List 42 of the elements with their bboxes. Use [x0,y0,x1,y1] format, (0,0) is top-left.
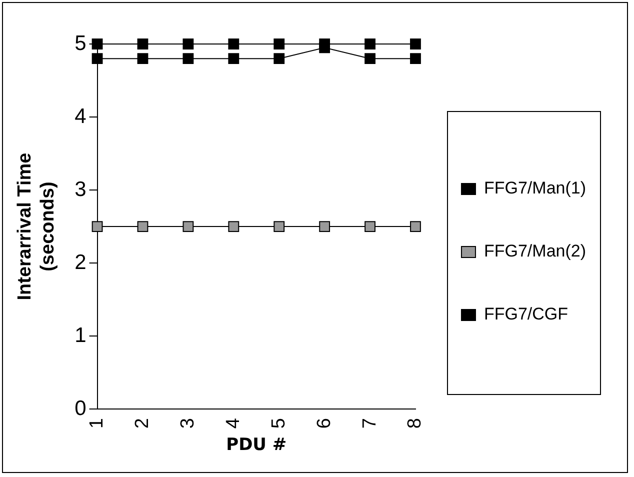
point [228,53,240,64]
x-tick-label: 1 [86,418,108,429]
legend-label: FFG7/Man(2) [484,242,586,261]
point [274,221,285,232]
x-tick-label: 5 [268,418,290,429]
point [410,221,421,232]
point [137,38,148,50]
x-tick-label: 8 [404,418,426,429]
point [228,38,240,50]
point [137,221,148,232]
point [274,53,285,64]
y-tick-label: 3 [74,178,86,201]
point [92,221,103,232]
y-tick-label: 1 [74,324,86,347]
x-axis-title: PDU # [226,435,287,456]
legend-label: FFG7/Man(1) [484,178,586,198]
point [137,53,148,64]
point [182,53,194,64]
y-tick-label: 0 [74,396,86,420]
y-tick-label: 5 [74,32,86,55]
x-tick-label: 7 [359,418,380,429]
x-tick-label: 2 [132,418,153,429]
point [182,38,194,50]
point [274,38,285,50]
point [319,38,330,50]
point [364,53,376,64]
x-tick-label: 6 [314,418,335,429]
point [410,38,421,50]
x-tick-label: 4 [222,418,244,429]
y-tick-label: 4 [74,104,87,128]
y-tick-label: 2 [74,250,86,274]
x-tick-label: 3 [177,418,198,429]
point [92,38,103,50]
point [364,221,376,232]
point [410,53,421,64]
y-axis-title: Interarrival Time (seconds) [14,152,58,300]
point [92,53,103,64]
point [364,38,376,50]
point [228,221,240,232]
point [319,221,330,232]
point [182,221,194,232]
legend-label: FFG7/CGF [484,304,568,324]
